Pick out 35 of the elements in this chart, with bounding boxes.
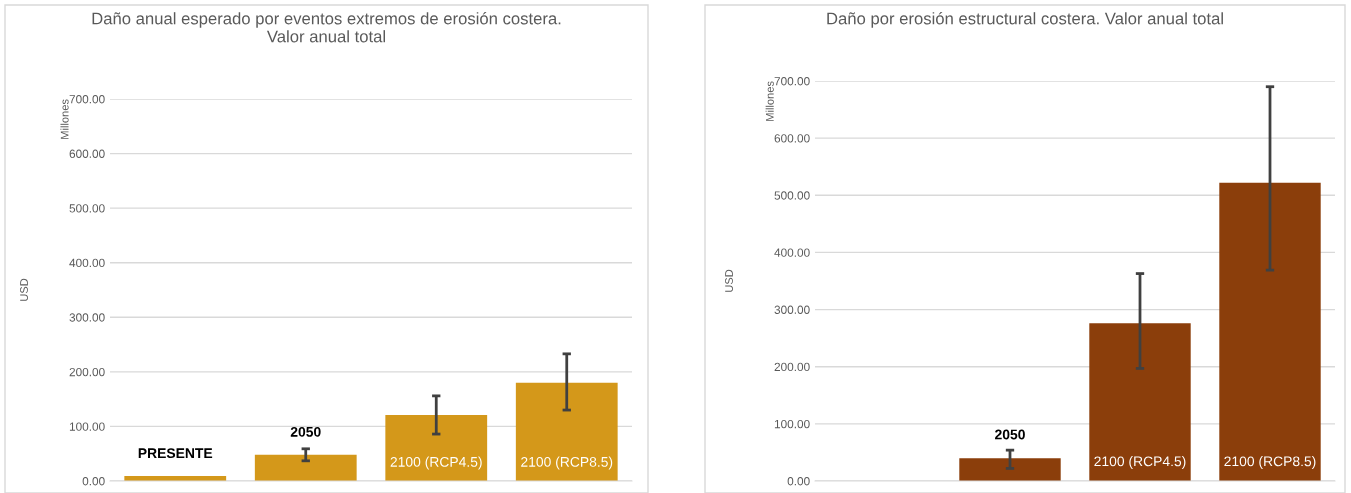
y-tick-label: 200.00 [774,362,810,372]
category-label: 2050 [290,426,321,437]
y-axis-title: USD [20,278,28,301]
chart-title: Daño anual esperado por eventos extremos de erosión costera. Valor anual total [92,12,561,43]
y-tick-label: 700.00 [774,77,810,86]
category-label: PRESENTE [138,448,213,459]
chart-title: Daño por erosión estructural costera. Valor anual total [827,12,1223,28]
category-label: 2100 (RCP8.5) [1224,456,1316,469]
bar [515,382,618,481]
bar [1219,182,1321,481]
y-tick-label: 600.00 [774,134,810,143]
y-tick-label: 700.00 [69,95,105,104]
text: Millones [765,81,774,121]
y-tick-label: 600.00 [69,149,105,158]
bar [254,454,357,481]
bar [1089,323,1191,481]
category-label: 2100 (RCP4.5) [1094,456,1186,469]
y-tick-label: 400.00 [774,248,810,257]
y-axis-title: USD [725,269,733,292]
y-tick-label: 100.00 [69,422,105,431]
bar [959,458,1061,481]
y-tick-label: 400.00 [69,258,105,268]
category-label: 2100 (RCP8.5) [521,456,613,470]
y-tick-label: 500.00 [69,204,105,213]
y-tick-label: 500.00 [774,191,810,200]
text: Millones [60,99,69,139]
y-tick-label: 0.00 [787,477,810,486]
y-tick-label: 300.00 [69,313,105,322]
y-tick-label: 300.00 [774,305,810,314]
category-label: 2050 [995,429,1025,440]
y-tick-label: 200.00 [69,367,105,377]
y-tick-label: 0.00 [82,477,105,486]
y-tick-label: 100.00 [774,419,810,429]
category-label: 2100 (RCP4.5) [390,456,482,470]
bar [385,414,488,481]
